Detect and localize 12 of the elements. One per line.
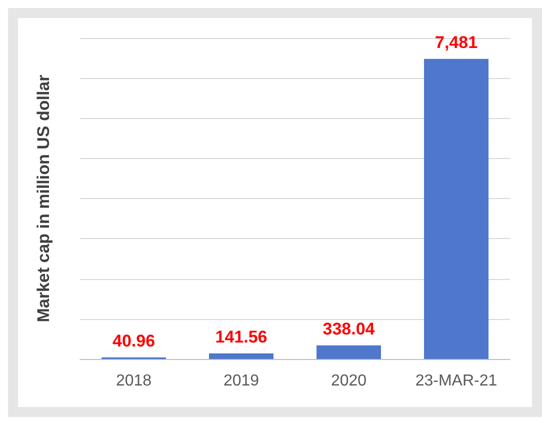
x-tick-label: 2019 (223, 372, 260, 390)
x-tick-label: 2018 (116, 372, 152, 390)
y-axis-title: Market cap in million US dollar (34, 74, 53, 322)
data-label: 338.04 (322, 319, 376, 338)
x-tick-label: 23-MAR-21 (415, 372, 498, 390)
data-label: 40.96 (112, 331, 156, 350)
bar (209, 353, 274, 359)
bar (316, 345, 381, 359)
bar (424, 58, 488, 359)
x-tick-label: 2020 (330, 372, 367, 390)
data-label: 141.56 (215, 327, 268, 346)
data-label: 7,481 (434, 32, 478, 52)
